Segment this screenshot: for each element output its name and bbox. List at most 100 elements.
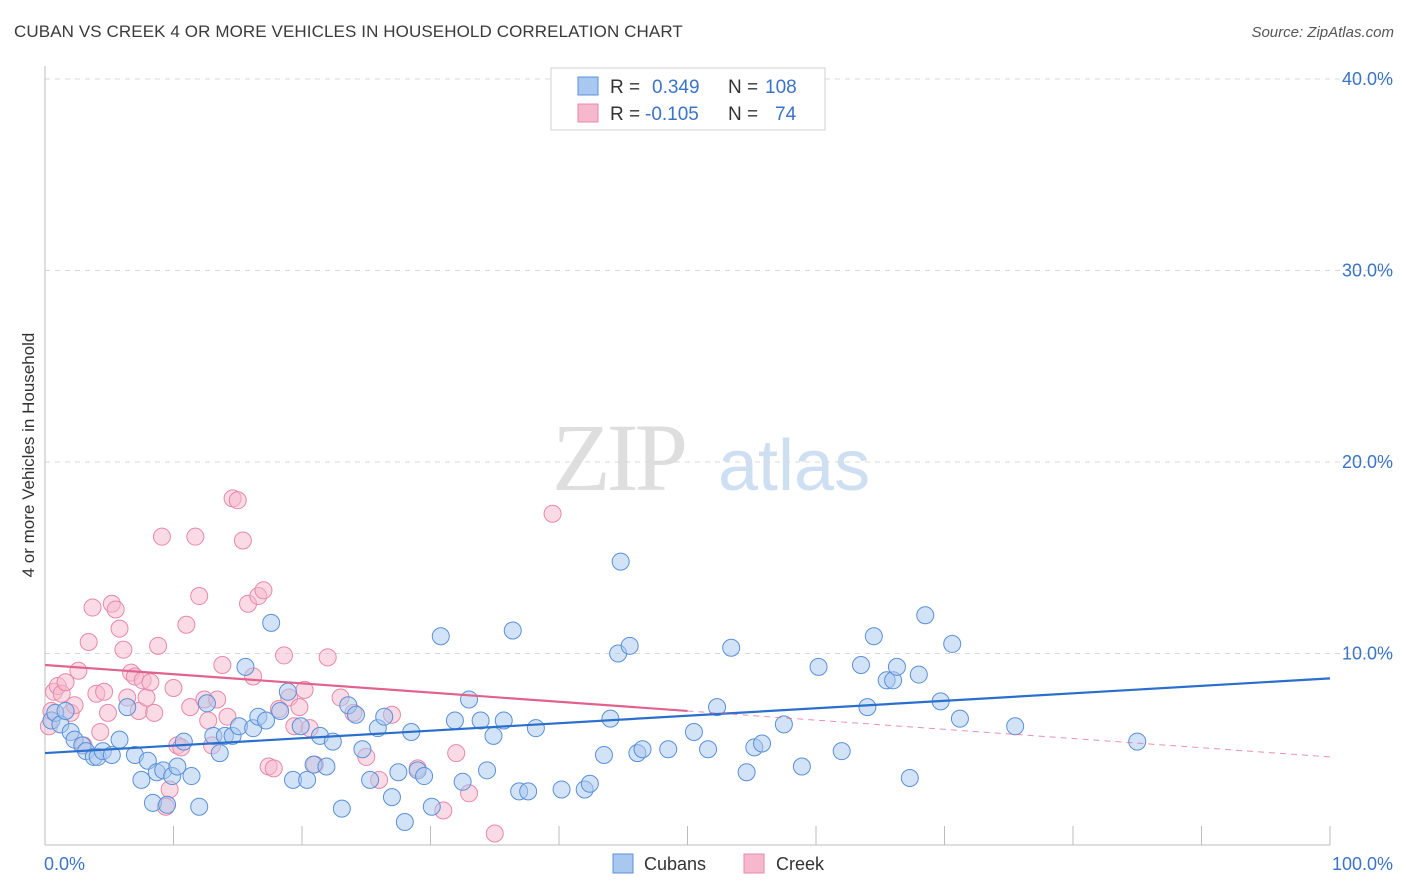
watermark-atlas: atlas (718, 426, 870, 506)
bottom-legend-cubans: Cubans (644, 854, 706, 874)
creek-point-29 (152, 527, 171, 546)
creek-point-38 (190, 587, 209, 606)
y-tick-labels: 10.0% 20.0% 30.0% 40.0% (1342, 69, 1393, 664)
cubans-point-46 (332, 799, 351, 818)
x-tick-labels: 0.0% 100.0% (44, 854, 1393, 874)
x-tick-label-0: 0.0% (44, 854, 85, 874)
cubans-point-74 (580, 774, 599, 793)
chart-source: Source: ZipAtlas.com (1251, 24, 1394, 41)
creek-point-10 (79, 633, 98, 652)
creek-point-28 (149, 636, 168, 655)
cubans-point-72 (552, 780, 571, 799)
legend-r-label-2: R = (610, 104, 640, 125)
creek-point-73 (543, 504, 562, 523)
creek-point-27 (145, 703, 164, 722)
creek-point-36 (181, 698, 200, 717)
cubans-points (42, 552, 1147, 832)
legend-r-label-1: R = (610, 77, 640, 98)
creek-point-46 (228, 491, 247, 510)
creek-point-11 (83, 598, 102, 617)
cubans-point-70 (519, 782, 538, 801)
cubans-point-85 (708, 698, 727, 717)
cubans-point-26 (197, 694, 216, 713)
cubans-point-71 (526, 719, 545, 738)
creek-point-43 (213, 655, 232, 674)
chart-title: CUBAN VS CREEK 4 OR MORE VEHICLES IN HOU… (14, 22, 683, 41)
cubans-point-86 (722, 638, 741, 657)
creek-point-47 (233, 531, 252, 550)
cubans-point-53 (382, 788, 401, 807)
cubans-point-96 (864, 627, 883, 646)
cubans-point-87 (737, 763, 756, 782)
cubans-point-55 (395, 813, 414, 832)
creek-point-15 (98, 703, 117, 722)
cubans-point-3 (56, 701, 75, 720)
creek-points (39, 489, 562, 843)
cubans-point-40 (291, 717, 310, 736)
cubans-point-79 (620, 636, 639, 655)
creek-point-70 (447, 744, 466, 763)
creek-trend-line (44, 663, 688, 713)
creek-point-8 (69, 661, 88, 680)
y-tick-label-2: 30.0% (1342, 261, 1393, 281)
cubans-point-67 (494, 711, 513, 730)
cubans-point-25 (190, 797, 209, 816)
cubans-point-94 (851, 655, 870, 674)
y-tick-label-1: 20.0% (1342, 452, 1393, 472)
y-tick-label-3: 40.0% (1342, 69, 1393, 89)
creek-point-44 (218, 707, 237, 726)
creek-point-5 (56, 673, 75, 692)
cubans-point-50 (361, 770, 380, 789)
cubans-point-104 (943, 634, 962, 653)
creek-point-14 (95, 682, 114, 701)
cubans-point-81 (633, 740, 652, 759)
cubans-point-75 (594, 745, 613, 764)
cubans-point-44 (317, 757, 336, 776)
cubans-point-59 (422, 797, 441, 816)
cubans-point-60 (431, 627, 450, 646)
cubans-point-93 (832, 742, 851, 761)
cubans-point-102 (916, 606, 935, 625)
creek-point-25 (137, 688, 156, 707)
legend-n-value-1: 108 (765, 77, 797, 98)
cubans-point-32 (236, 657, 255, 676)
cubans-point-61 (445, 711, 464, 730)
creek-point-58 (290, 698, 309, 717)
cubans-point-82 (659, 740, 678, 759)
cubans-point-12 (110, 730, 129, 749)
watermark-zip: ZIP (552, 404, 685, 511)
cubans-point-106 (1006, 717, 1025, 736)
cubans-point-99 (887, 657, 906, 676)
cubans-point-68 (503, 621, 522, 640)
cubans-point-52 (375, 707, 394, 726)
y-axis-label: 4 or more Vehicles in Household (19, 333, 38, 578)
cubans-point-20 (158, 795, 177, 814)
cubans-point-90 (774, 715, 793, 734)
cubans-point-63 (460, 690, 479, 709)
cubans-point-65 (478, 761, 497, 780)
cubans-point-62 (453, 772, 472, 791)
trend-lines (44, 663, 1331, 758)
creek-point-37 (186, 527, 205, 546)
creek-point-13 (91, 723, 110, 742)
cubans-point-92 (809, 657, 828, 676)
cubans-point-22 (168, 757, 187, 776)
creek-point-19 (114, 640, 133, 659)
y-tick-label-0: 10.0% (1342, 644, 1393, 664)
cubans-point-35 (257, 711, 276, 730)
cubans-point-36 (262, 613, 281, 632)
creek-trend-line-extension (687, 710, 1331, 758)
cubans-point-38 (278, 682, 297, 701)
bottom-legend-creek: Creek (776, 854, 825, 874)
creek-point-17 (106, 600, 125, 619)
cubans-point-37 (271, 701, 290, 720)
cubans-point-58 (415, 767, 434, 786)
legend-swatch-creek (577, 103, 599, 123)
creek-point-62 (318, 648, 337, 667)
creek-point-32 (164, 678, 183, 697)
cubans-point-66 (484, 726, 503, 745)
cubans-point-11 (102, 745, 121, 764)
x-tick-label-1: 100.0% (1332, 854, 1393, 874)
cubans-point-95 (858, 698, 877, 717)
